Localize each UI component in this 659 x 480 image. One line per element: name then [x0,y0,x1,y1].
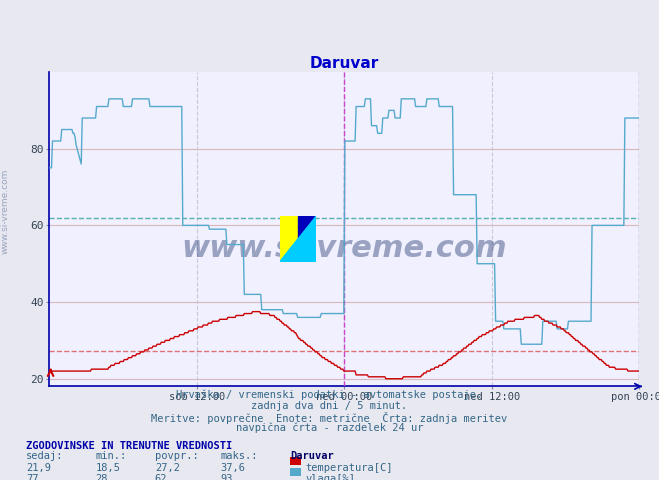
Text: Daruvar: Daruvar [290,451,333,461]
Text: 37,6: 37,6 [221,463,246,473]
Polygon shape [280,239,298,262]
Text: 21,9: 21,9 [26,463,51,473]
Text: ZGODOVINSKE IN TRENUTNE VREDNOSTI: ZGODOVINSKE IN TRENUTNE VREDNOSTI [26,441,233,451]
Text: www.si-vreme.com: www.si-vreme.com [1,168,10,254]
Text: temperatura[C]: temperatura[C] [305,463,393,473]
Text: www.si-vreme.com: www.si-vreme.com [181,234,507,263]
Text: 62: 62 [155,474,167,480]
Text: sedaj:: sedaj: [26,451,64,461]
Text: min.:: min.: [96,451,127,461]
Text: 93: 93 [221,474,233,480]
Text: Meritve: povprečne  Enote: metrične  Črta: zadnja meritev: Meritve: povprečne Enote: metrične Črta:… [152,412,507,424]
Text: povpr.:: povpr.: [155,451,198,461]
Polygon shape [280,216,316,262]
Text: 28: 28 [96,474,108,480]
Text: 18,5: 18,5 [96,463,121,473]
Text: vlaga[%]: vlaga[%] [305,474,355,480]
Text: zadnja dva dni / 5 minut.: zadnja dva dni / 5 minut. [251,401,408,411]
Text: maks.:: maks.: [221,451,258,461]
Text: navpična črta - razdelek 24 ur: navpična črta - razdelek 24 ur [236,423,423,433]
Text: Hrvaška / vremenski podatki - avtomatske postaje.: Hrvaška / vremenski podatki - avtomatske… [177,390,482,400]
Text: 27,2: 27,2 [155,463,180,473]
Polygon shape [280,216,298,239]
Polygon shape [298,216,316,262]
Text: 77: 77 [26,474,39,480]
Title: Daruvar: Daruvar [310,56,379,71]
Polygon shape [280,239,316,262]
